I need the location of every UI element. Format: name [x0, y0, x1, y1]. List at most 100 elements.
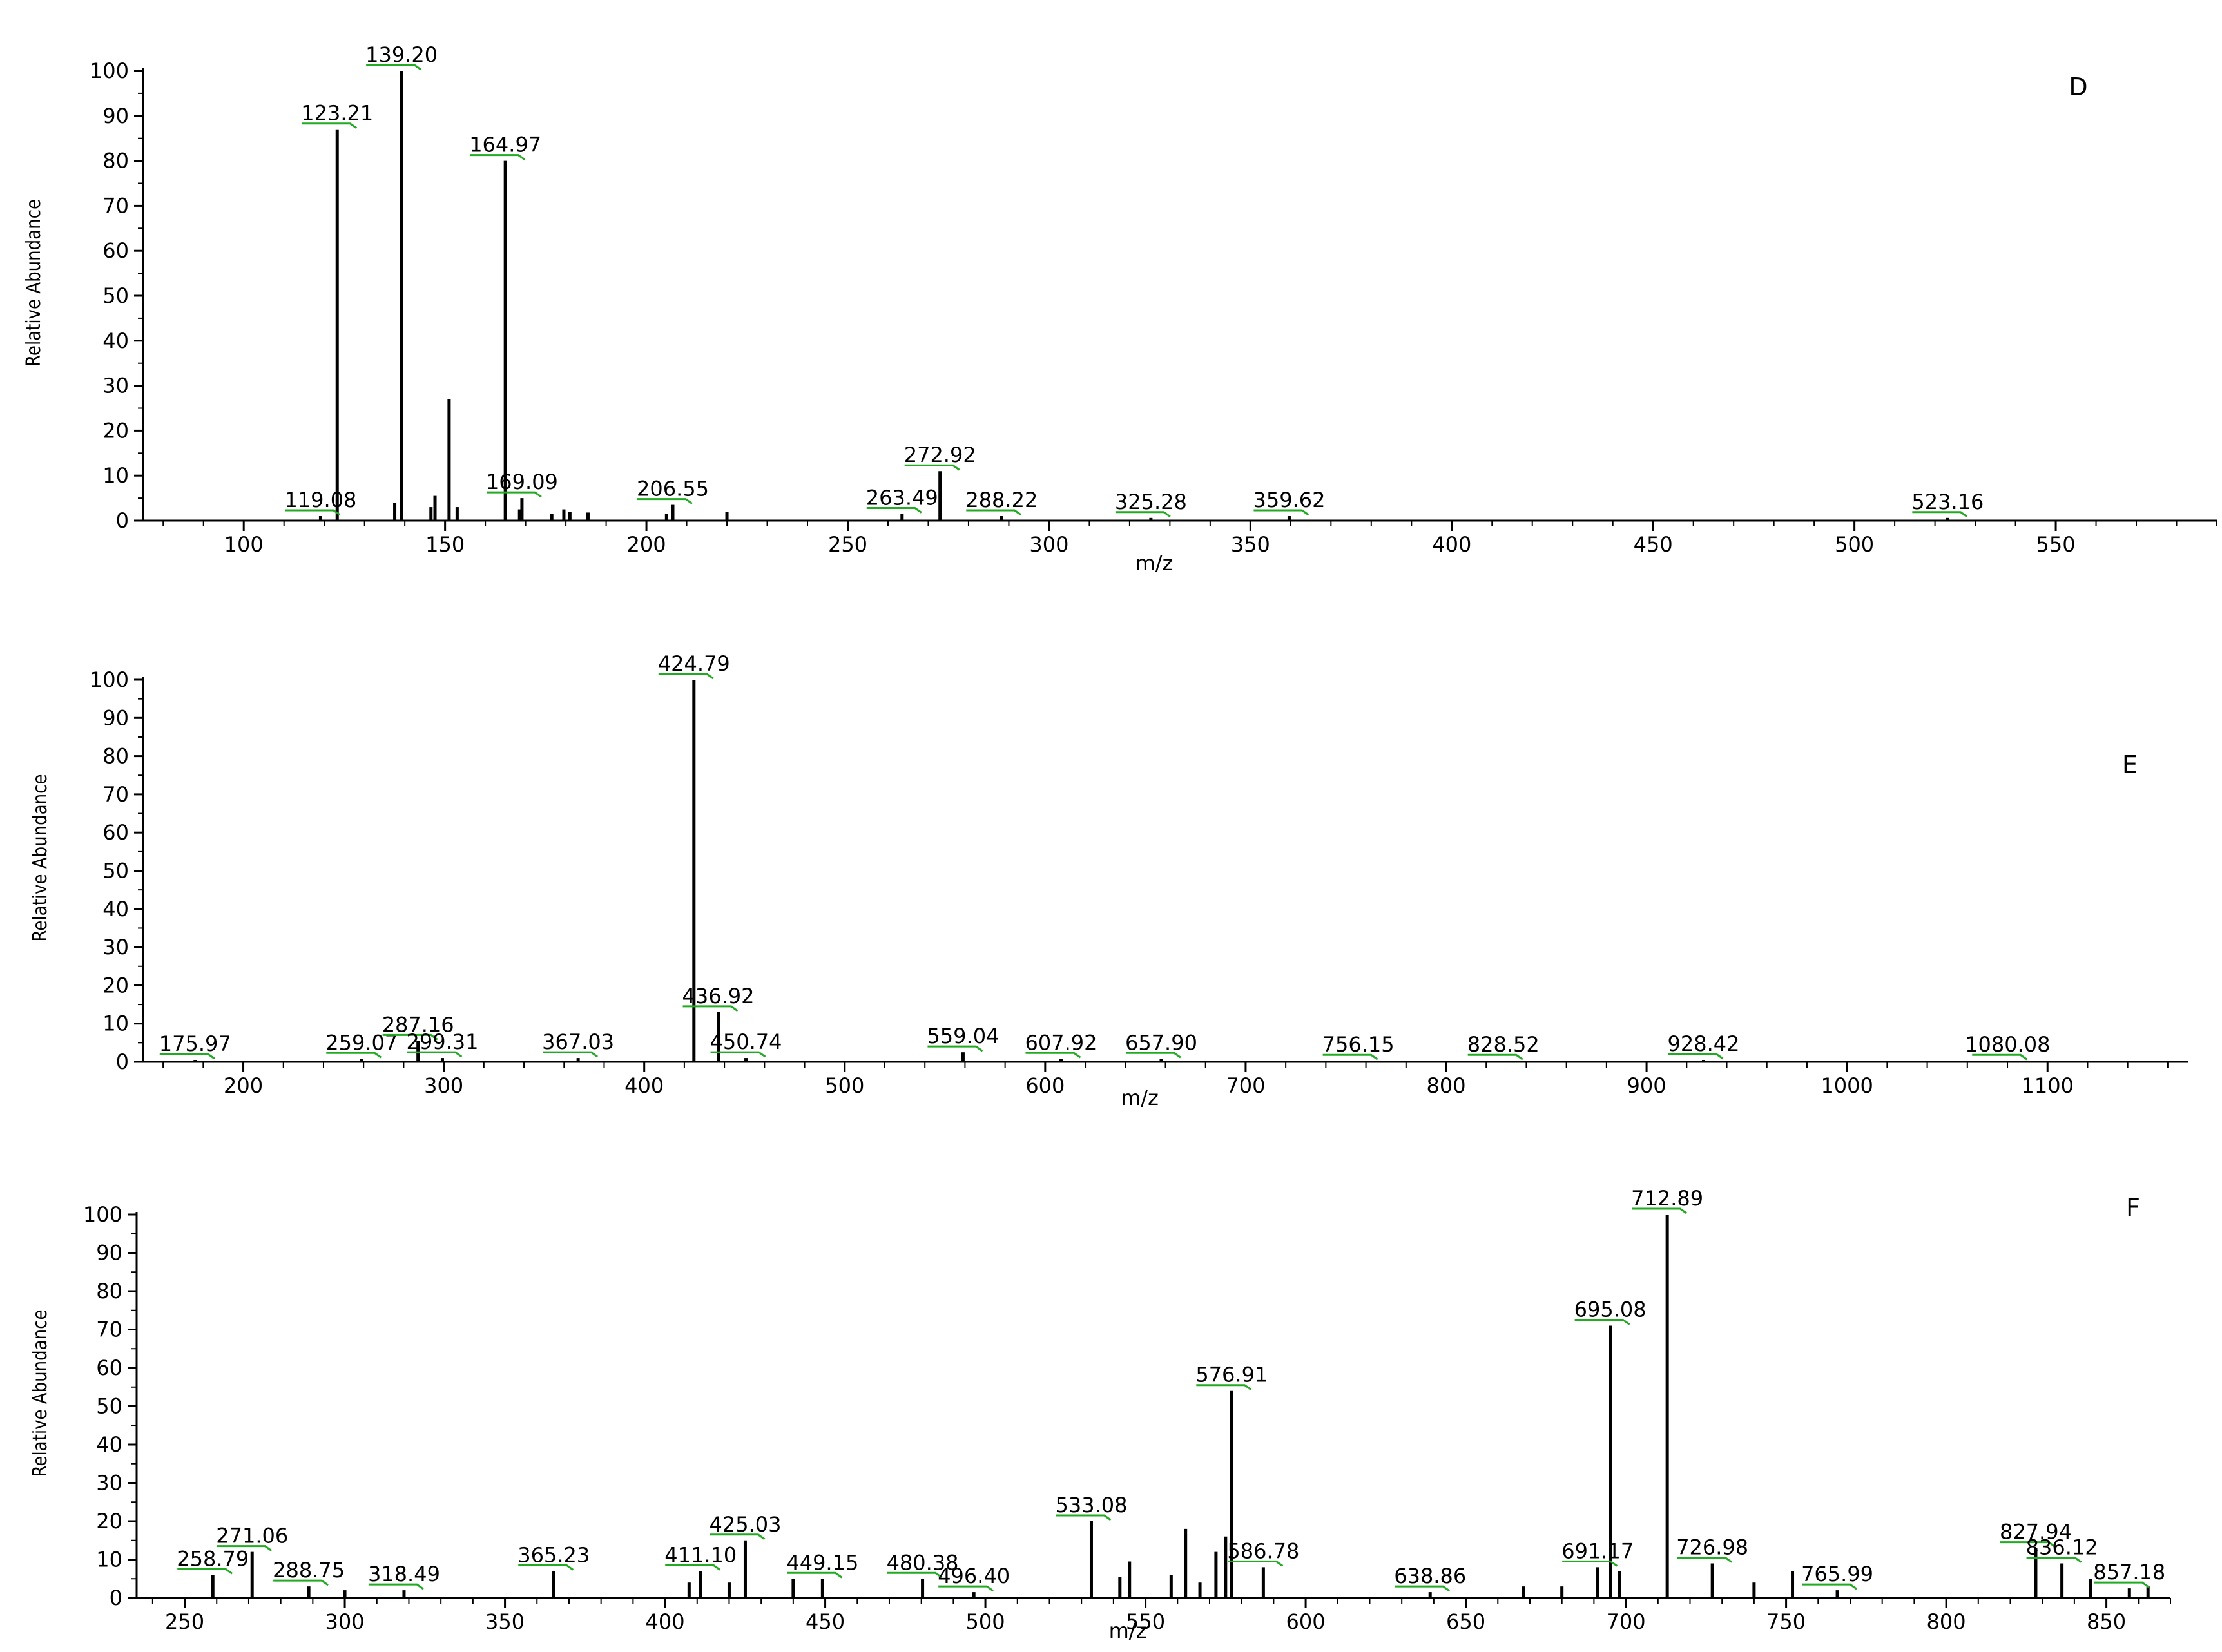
- y-tick-label: 60: [102, 820, 129, 845]
- x-tick-label: 300: [1029, 532, 1068, 557]
- peak-label-leader: [1562, 1560, 1618, 1567]
- x-tick-label: 500: [825, 1073, 864, 1098]
- peak-label-leader: [710, 1051, 766, 1058]
- y-tick-label: 30: [102, 935, 129, 959]
- peak-label: 139.20: [365, 43, 438, 67]
- peak-label-leader: [273, 1579, 329, 1586]
- x-tick-label: 400: [646, 1609, 685, 1634]
- peak-label: 657.90: [1125, 1030, 1197, 1055]
- x-tick-label: 200: [627, 532, 666, 557]
- peak-label-leader: [2000, 1541, 2056, 1548]
- panel-label: F: [2126, 1194, 2140, 1222]
- y-tick-label: 20: [96, 1509, 122, 1533]
- y-tick-label: 80: [96, 1279, 122, 1303]
- y-tick-label: 40: [96, 1432, 122, 1457]
- x-tick-label: 100: [224, 532, 264, 557]
- peak-label: 712.89: [1631, 1186, 1703, 1211]
- peak-label: 258.79: [177, 1546, 249, 1571]
- peak-label: 638.86: [1394, 1564, 1466, 1588]
- x-tick-label: 900: [1627, 1073, 1666, 1098]
- peak-label: 119.08: [284, 488, 356, 512]
- peak-label-leader: [1802, 1583, 1857, 1590]
- peak-label: 318.49: [368, 1562, 440, 1586]
- x-tick-label: 550: [1126, 1609, 1165, 1634]
- peak-label: 287.16: [382, 1012, 454, 1037]
- x-tick-label: 150: [425, 532, 465, 557]
- x-tick-label: 650: [1446, 1609, 1485, 1634]
- peak-label-leader: [1677, 1556, 1733, 1563]
- x-tick-label: 850: [2087, 1609, 2126, 1634]
- y-tick-label: 40: [102, 329, 129, 353]
- y-tick-label: 20: [102, 418, 129, 443]
- peak-label-leader: [285, 509, 341, 516]
- peak-label: 1080.08: [1965, 1032, 2050, 1057]
- peak-label-leader: [1196, 1384, 1252, 1390]
- peak-label: 359.62: [1253, 488, 1325, 512]
- peak-label-leader: [217, 1545, 273, 1551]
- x-tick-label: 700: [1607, 1609, 1646, 1634]
- peak-label-leader: [326, 1052, 382, 1059]
- peak-label-leader: [887, 1571, 943, 1579]
- x-tick-label: 800: [1426, 1073, 1465, 1098]
- x-tick-label: 300: [424, 1073, 463, 1098]
- x-tick-label: 350: [1231, 532, 1270, 557]
- x-axis-label: m/z: [1121, 1086, 1159, 1110]
- peak-label: 206.55: [637, 477, 709, 501]
- peak-label-leader: [1125, 1052, 1181, 1059]
- y-tick-label: 70: [102, 782, 129, 807]
- y-tick-label: 100: [90, 668, 129, 692]
- peak-label: 576.91: [1195, 1363, 1268, 1387]
- peak-label: 928.42: [1668, 1032, 1740, 1056]
- peak-label: 765.99: [1801, 1562, 1873, 1586]
- peak-label: 559.04: [927, 1024, 999, 1048]
- peak-label-leader: [1574, 1319, 1630, 1325]
- y-tick-label: 0: [110, 1586, 122, 1610]
- y-tick-label: 0: [116, 508, 129, 533]
- y-tick-label: 80: [102, 744, 129, 769]
- y-axis-label: Relative Abundance: [29, 774, 52, 942]
- peak-label-leader: [1972, 1053, 2028, 1061]
- peak-label-leader: [637, 498, 693, 504]
- x-tick-label: 1000: [1821, 1073, 1873, 1098]
- x-tick-label: 1100: [2022, 1073, 2074, 1098]
- peak-label-leader: [1322, 1053, 1378, 1061]
- peak-label-leader: [787, 1571, 843, 1579]
- y-tick-label: 60: [102, 238, 129, 263]
- peak-label: 411.10: [664, 1542, 737, 1567]
- peak-label-leader: [382, 1033, 438, 1041]
- y-tick-label: 10: [102, 1012, 129, 1036]
- y-tick-label: 80: [102, 149, 129, 173]
- peak-label: 828.52: [1467, 1032, 1540, 1057]
- y-tick-label: 90: [96, 1241, 122, 1265]
- peak-label: 523.16: [1911, 490, 1984, 514]
- x-tick-label: 400: [1432, 532, 1471, 557]
- x-tick-label: 500: [1835, 532, 1874, 557]
- y-tick-label: 50: [96, 1394, 122, 1419]
- peak-label: 857.18: [2093, 1560, 2165, 1584]
- y-tick-label: 90: [102, 706, 129, 730]
- y-tick-label: 20: [102, 973, 129, 997]
- peak-label: 424.79: [658, 651, 730, 676]
- peak-label: 496.40: [938, 1564, 1010, 1588]
- peak-label-leader: [159, 1053, 215, 1060]
- peak-label: 123.21: [301, 101, 373, 126]
- x-tick-label: 250: [828, 532, 867, 557]
- peak-label: 607.92: [1025, 1030, 1097, 1055]
- x-axis-label: m/z: [1109, 1618, 1147, 1643]
- x-tick-label: 600: [1286, 1609, 1326, 1634]
- peak-label: 272.92: [904, 443, 976, 467]
- y-tick-label: 10: [102, 463, 129, 488]
- peak-label-leader: [2026, 1556, 2082, 1563]
- y-tick-label: 90: [102, 104, 129, 128]
- peak-label: 263.49: [866, 486, 938, 510]
- x-tick-label: 600: [1025, 1073, 1065, 1098]
- peak-label-leader: [1912, 511, 1968, 518]
- peak-label: 365.23: [517, 1542, 590, 1567]
- x-tick-label: 500: [966, 1609, 1005, 1634]
- peak-label-leader: [1228, 1560, 1284, 1567]
- peak-label: 533.08: [1055, 1493, 1127, 1517]
- y-tick-label: 30: [102, 374, 129, 398]
- peak-label-leader: [665, 1564, 721, 1571]
- y-tick-label: 60: [96, 1356, 122, 1380]
- peak-label-leader: [1668, 1053, 1724, 1060]
